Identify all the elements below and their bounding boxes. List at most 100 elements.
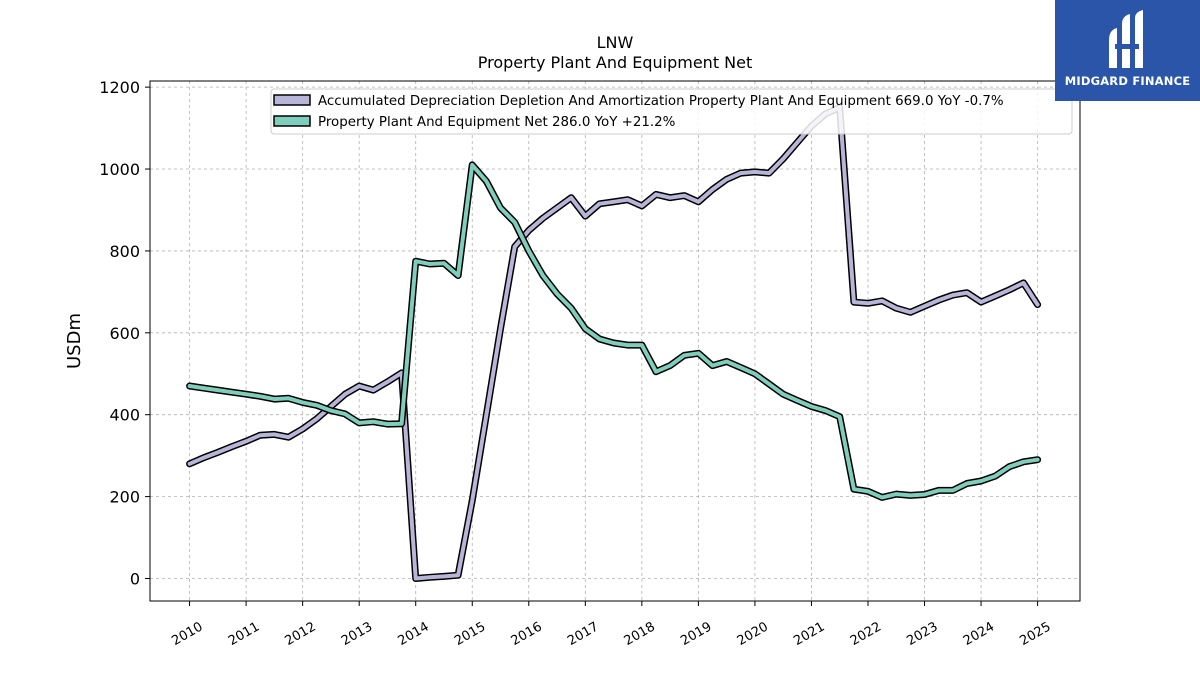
x-tick-label: 2011 xyxy=(226,619,262,649)
series-1-line xyxy=(187,162,1040,500)
x-tick-label: 2025 xyxy=(1017,619,1053,649)
series-1-point xyxy=(880,495,884,499)
series-0-point xyxy=(244,439,248,443)
y-tick-label: 1200 xyxy=(99,78,140,97)
series-0-point xyxy=(739,171,743,175)
series-0-point xyxy=(923,304,927,308)
x-tick-label: 2024 xyxy=(961,619,997,649)
series-0-point xyxy=(499,327,503,331)
series-0-point xyxy=(795,140,799,144)
series-0-point xyxy=(272,432,276,436)
series-1-point xyxy=(527,249,531,253)
x-tick-label: 2013 xyxy=(339,619,375,649)
series-1-point xyxy=(230,390,234,394)
series-1-point xyxy=(484,179,488,183)
x-tick-label: 2015 xyxy=(452,619,488,649)
midgard-finance-logo: MIDGARD FINANCE xyxy=(1055,0,1200,101)
x-tick-label: 2022 xyxy=(848,619,884,649)
series-1-point xyxy=(725,360,729,364)
series-0-point xyxy=(343,392,347,396)
x-tick-label: 2017 xyxy=(565,619,601,649)
series-0-point xyxy=(442,574,446,578)
series-0-line xyxy=(187,105,1040,581)
series-0-point xyxy=(230,445,234,449)
series-0-point xyxy=(598,202,602,206)
series-0-point xyxy=(753,170,757,174)
series-0-point xyxy=(654,192,658,196)
series-1-point xyxy=(753,372,757,376)
series-1-point xyxy=(216,388,220,392)
series-1-point xyxy=(937,488,941,492)
series-0-point xyxy=(555,206,559,210)
series-0-point xyxy=(258,433,262,437)
y-tick-label: 400 xyxy=(109,406,140,425)
x-tick-label: 2016 xyxy=(509,619,545,649)
series-1-point xyxy=(499,206,503,210)
series-1-outline xyxy=(186,161,1042,501)
series-1-point xyxy=(838,415,842,419)
x-tick-label: 2014 xyxy=(396,619,432,649)
y-axis-label: USDm xyxy=(64,313,85,369)
series-0-point xyxy=(725,177,729,181)
series-1-point xyxy=(908,493,912,497)
series-0-point xyxy=(1022,281,1026,285)
series-0-point xyxy=(951,293,955,297)
series-0-point xyxy=(993,294,997,298)
series-1-point xyxy=(428,262,432,266)
series-0-point xyxy=(470,499,474,503)
legend-swatch xyxy=(273,115,311,127)
series-0-point xyxy=(456,573,460,577)
series-1-point xyxy=(301,400,305,404)
series-0-point xyxy=(1007,288,1011,292)
series-0-point xyxy=(668,196,672,200)
series-0-point xyxy=(626,198,630,202)
series-0-point xyxy=(513,245,517,249)
series-1-point xyxy=(993,474,997,478)
series-0-point xyxy=(711,188,715,192)
x-tick-label: 2023 xyxy=(904,619,940,649)
series-0-point xyxy=(612,200,616,204)
series-1-point xyxy=(329,409,333,413)
series-1-point xyxy=(979,479,983,483)
series-1-point xyxy=(456,274,460,278)
series-0-point xyxy=(315,417,319,421)
legend-swatch xyxy=(273,94,311,106)
series-1-point xyxy=(598,337,602,341)
series-1-point xyxy=(739,366,743,370)
series-1-point xyxy=(668,364,672,368)
series-0-point xyxy=(414,577,418,581)
series-1-point xyxy=(1036,458,1040,462)
y-tick-label: 1000 xyxy=(99,160,140,179)
y-tick-label: 800 xyxy=(109,242,140,261)
series-0-point xyxy=(696,200,700,204)
series-1-point xyxy=(1007,465,1011,469)
series-0-point xyxy=(852,300,856,304)
series-0-point xyxy=(880,299,884,303)
series-1-point xyxy=(711,364,715,368)
series-0-point xyxy=(767,171,771,175)
series-0-point xyxy=(385,380,389,384)
series-0-point xyxy=(287,435,291,439)
series-1-point xyxy=(696,351,700,355)
series-1-point xyxy=(583,327,587,331)
series-1-point xyxy=(824,409,828,413)
series-1-point xyxy=(951,488,955,492)
midgard-logo-icon xyxy=(1108,10,1143,68)
legend-box xyxy=(270,88,1073,135)
series-1-point xyxy=(923,493,927,497)
x-tick-label: 2018 xyxy=(622,619,658,649)
series-0-point xyxy=(908,310,912,314)
series-1-point xyxy=(1022,460,1026,464)
chart-title: LNW xyxy=(596,33,634,52)
series-1-point xyxy=(371,420,375,424)
series-1-point xyxy=(400,422,404,426)
series-0-point xyxy=(979,300,983,304)
y-tick-label: 600 xyxy=(109,324,140,343)
series-1-point xyxy=(202,386,206,390)
series-0-point xyxy=(202,456,206,460)
series-1-point xyxy=(894,492,898,496)
series-1-point xyxy=(569,306,573,310)
x-tick-label: 2010 xyxy=(169,619,205,649)
series-1-point xyxy=(315,403,319,407)
series-0-point xyxy=(527,228,531,232)
